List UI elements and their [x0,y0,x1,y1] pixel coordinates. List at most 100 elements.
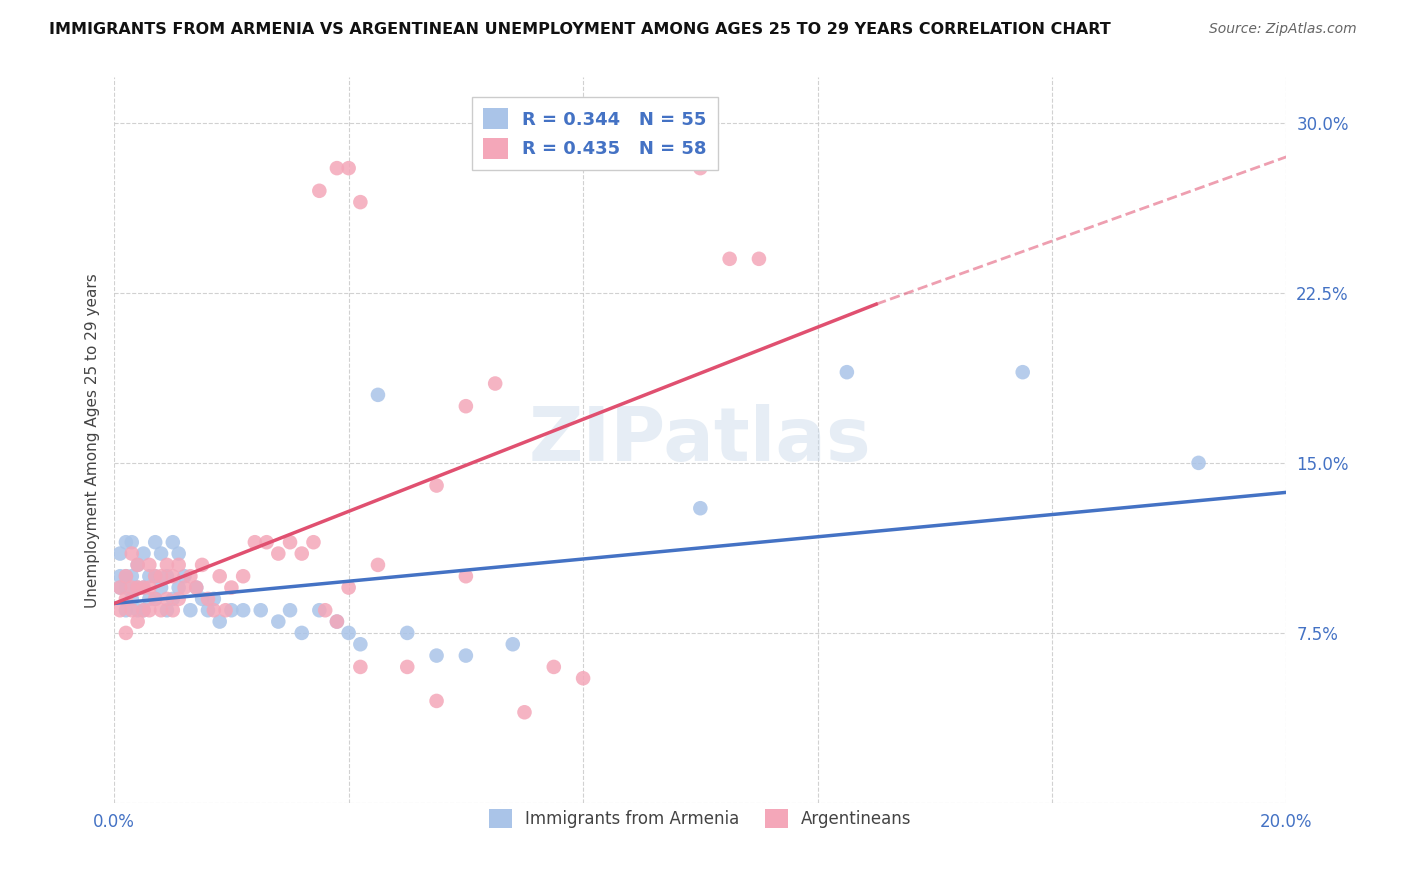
Point [132,603,155,617]
Point [108,547,131,561]
Point [835,365,858,379]
Point [167,558,190,572]
Point [156,591,179,606]
Point [127,581,149,595]
Point [150,581,173,595]
Point [326,615,349,629]
Point [143,591,166,606]
Point [156,569,179,583]
Point [232,569,254,583]
Point [267,547,290,561]
Point [337,581,360,595]
Point [108,581,131,595]
Point [162,535,184,549]
Point [167,581,190,595]
Point [108,603,131,617]
Point [127,603,149,617]
Point [167,547,190,561]
Point [121,603,143,617]
Point [121,547,143,561]
Point [138,569,160,583]
Point [202,591,225,606]
Point [186,581,208,595]
Point [748,252,770,266]
Point [291,626,314,640]
Point [214,603,236,617]
Point [267,615,290,629]
Point [454,569,477,583]
Point [543,660,565,674]
Point [127,581,149,595]
Point [162,569,184,583]
Point [162,603,184,617]
Point [108,581,131,595]
Point [156,603,179,617]
Point [121,591,143,606]
Point [132,581,155,595]
Point [138,603,160,617]
Point [326,161,349,175]
Point [689,161,711,175]
Point [349,637,371,651]
Point [426,648,449,663]
Point [138,591,160,606]
Point [127,615,149,629]
Point [191,558,214,572]
Point [367,388,389,402]
Point [143,569,166,583]
Point [143,591,166,606]
Point [1011,365,1033,379]
Point [337,626,360,640]
Point [150,569,173,583]
Point [132,603,155,617]
Point [396,626,419,640]
Point [197,591,219,606]
Point [121,569,143,583]
Text: ZIPatlas: ZIPatlas [529,404,872,476]
Point [115,569,138,583]
Y-axis label: Unemployment Among Ages 25 to 29 years: Unemployment Among Ages 25 to 29 years [86,273,100,607]
Point [197,603,219,617]
Point [143,535,166,549]
Point [249,603,271,617]
Point [173,581,195,595]
Point [484,376,506,391]
Point [326,615,349,629]
Legend: Immigrants from Armenia, Argentineans: Immigrants from Armenia, Argentineans [482,802,918,835]
Point [143,569,166,583]
Point [221,603,243,617]
Point [191,591,214,606]
Point [221,581,243,595]
Point [186,581,208,595]
Point [127,558,149,572]
Point [150,603,173,617]
Point [308,184,330,198]
Point [426,478,449,492]
Point [278,535,301,549]
Point [132,581,155,595]
Point [121,535,143,549]
Point [115,603,138,617]
Point [173,569,195,583]
Point [349,660,371,674]
Point [243,535,266,549]
Point [150,547,173,561]
Point [132,547,155,561]
Point [396,660,419,674]
Point [337,161,360,175]
Point [302,535,325,549]
Point [121,581,143,595]
Point [127,558,149,572]
Point [291,547,314,561]
Point [367,558,389,572]
Point [115,569,138,583]
Point [115,581,138,595]
Point [1187,456,1209,470]
Point [426,694,449,708]
Point [513,706,536,720]
Point [314,603,336,617]
Point [208,569,231,583]
Point [572,671,595,685]
Point [689,501,711,516]
Point [208,615,231,629]
